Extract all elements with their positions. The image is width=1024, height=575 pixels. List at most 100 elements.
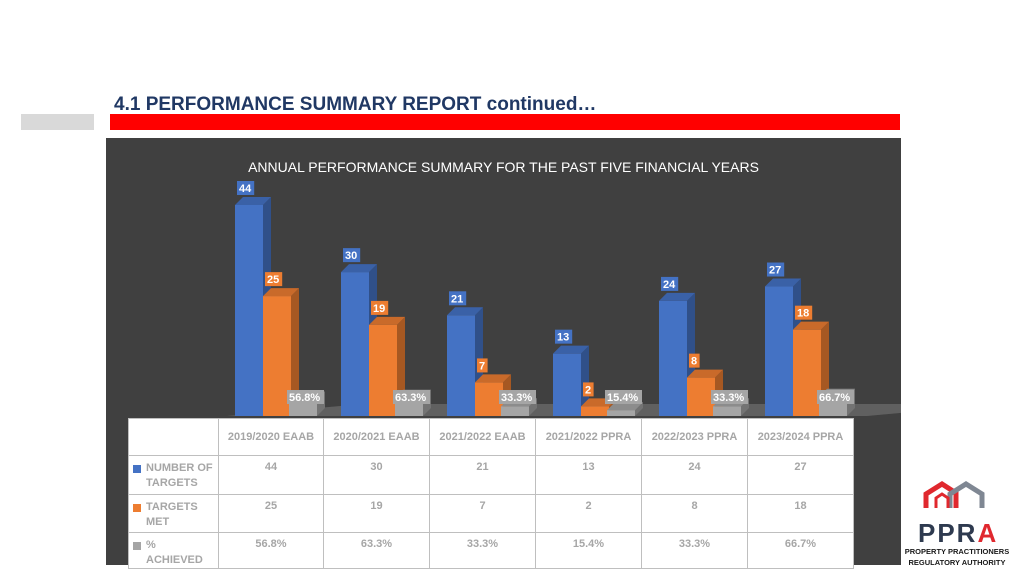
data-label: 24	[663, 279, 676, 291]
table-cell: 24	[641, 455, 748, 495]
ppra-logo-icon	[923, 481, 985, 508]
data-label: 18	[797, 308, 809, 320]
data-label: 25	[267, 274, 279, 286]
table-cell: 21	[429, 455, 536, 495]
bar-top	[659, 292, 695, 301]
data-label-box	[689, 353, 700, 368]
table-row-targets: NUMBER OF TARGETS 44 30 21 13 24 27	[128, 455, 854, 495]
row-legend-targets: NUMBER OF TARGETS	[128, 455, 219, 495]
row-label: NUMBER OF TARGETS	[146, 462, 213, 489]
data-label: 33.3%	[501, 392, 532, 404]
data-label-box	[449, 291, 467, 306]
bar	[263, 296, 291, 416]
bar	[687, 377, 715, 416]
data-label-box	[795, 305, 813, 320]
bar	[793, 329, 821, 416]
data-label-box	[711, 390, 748, 404]
data-label: 8	[691, 356, 697, 368]
data-label-box	[767, 262, 785, 277]
bar	[553, 353, 581, 416]
table-cell: 33.3%	[429, 532, 536, 569]
bar-top	[765, 278, 801, 287]
data-label-box	[583, 382, 594, 397]
data-label: 7	[479, 360, 485, 372]
data-label-box	[237, 181, 255, 195]
bar-top	[553, 345, 589, 354]
chart-data-table: 2019/2020 EAAB 2020/2021 EAAB 2021/2022 …	[128, 418, 854, 569]
table-cell: 13	[535, 455, 642, 495]
data-label: 30	[345, 250, 357, 262]
legend-swatch-targets	[133, 465, 141, 473]
bar	[501, 406, 529, 416]
row-label: TARGETS MET	[146, 501, 198, 528]
data-label: 63.3%	[395, 392, 426, 404]
table-cell: 56.8%	[218, 532, 324, 569]
data-label: 21	[451, 293, 463, 305]
data-label: 2	[585, 384, 591, 396]
table-cell: 33.3%	[641, 532, 748, 569]
row-label: % ACHIEVED	[146, 539, 203, 566]
data-label: 27	[769, 265, 781, 277]
data-label-box	[555, 329, 573, 344]
table-cell: 8	[641, 494, 748, 533]
legend-swatch-achieved	[133, 542, 141, 550]
bar-top	[341, 264, 377, 273]
bar-top	[263, 288, 299, 297]
table-category-header: 2022/2023 PPRA	[641, 418, 748, 456]
table-cell: 7	[429, 494, 536, 533]
data-label-box	[661, 276, 679, 291]
red-rule	[110, 114, 900, 130]
data-label-box	[371, 300, 389, 315]
data-label: 56.8%	[289, 392, 320, 404]
table-cell: 27	[747, 455, 854, 495]
table-cell: 19	[323, 494, 430, 533]
table-header-row: 2019/2020 EAAB 2020/2021 EAAB 2021/2022 …	[128, 418, 854, 456]
bar-top	[607, 402, 643, 411]
bar	[659, 300, 687, 416]
bar-side	[291, 288, 299, 416]
chart-panel: ANNUAL PERFORMANCE SUMMARY FOR THE PAST …	[106, 138, 901, 569]
table-cell: 15.4%	[535, 532, 642, 569]
bar-top	[369, 316, 405, 325]
data-label: 44	[239, 183, 252, 195]
data-label-box	[477, 358, 488, 373]
table-category-header: 2021/2022 EAAB	[429, 418, 536, 456]
slide-gray-tab	[21, 114, 94, 130]
data-label: 13	[557, 332, 569, 344]
table-category-header: 2020/2021 EAAB	[323, 418, 430, 456]
bar	[713, 406, 741, 416]
table-cell: 25	[218, 494, 324, 533]
chart-title: ANNUAL PERFORMANCE SUMMARY FOR THE PAST …	[248, 159, 759, 175]
slide-title: 4.1 PERFORMANCE SUMMARY REPORT continued…	[114, 94, 597, 115]
bar	[607, 410, 635, 416]
bar-top	[687, 369, 723, 378]
bar-top	[235, 197, 271, 205]
table-cell: 66.7%	[747, 532, 854, 569]
bar	[447, 315, 475, 416]
data-label-box	[817, 390, 854, 404]
bar	[475, 382, 503, 416]
bar-top	[447, 307, 483, 316]
table-corner-cell	[128, 418, 219, 456]
data-label: 19	[373, 303, 385, 315]
data-label-box	[499, 390, 536, 404]
bar-chart-3d: 44 25 56.8% 30 19 63.3% 21 7 33.3% 13 2 15.4% 24 8 33.…	[227, 181, 901, 416]
data-label: 66.7%	[819, 392, 850, 404]
table-cell: 18	[747, 494, 854, 533]
table-cell: 30	[323, 455, 430, 495]
bar	[235, 205, 263, 416]
bar	[369, 324, 397, 416]
row-legend-achieved: % ACHIEVED	[128, 532, 219, 569]
bar-side	[581, 345, 589, 416]
bar	[581, 406, 609, 416]
bar	[765, 286, 793, 416]
row-legend-met: TARGETS MET	[128, 494, 219, 533]
table-category-header: 2019/2020 EAAB	[218, 418, 324, 456]
data-label-box	[605, 390, 642, 404]
table-category-header: 2023/2024 PPRA	[747, 418, 854, 456]
bar-top	[475, 374, 511, 383]
bar-top	[793, 321, 829, 330]
table-cell: 2	[535, 494, 642, 533]
table-row-met: TARGETS MET 25 19 7 2 8 18	[128, 494, 854, 533]
table-row-achieved: % ACHIEVED 56.8% 63.3% 33.3% 15.4% 33.3%…	[128, 532, 854, 569]
